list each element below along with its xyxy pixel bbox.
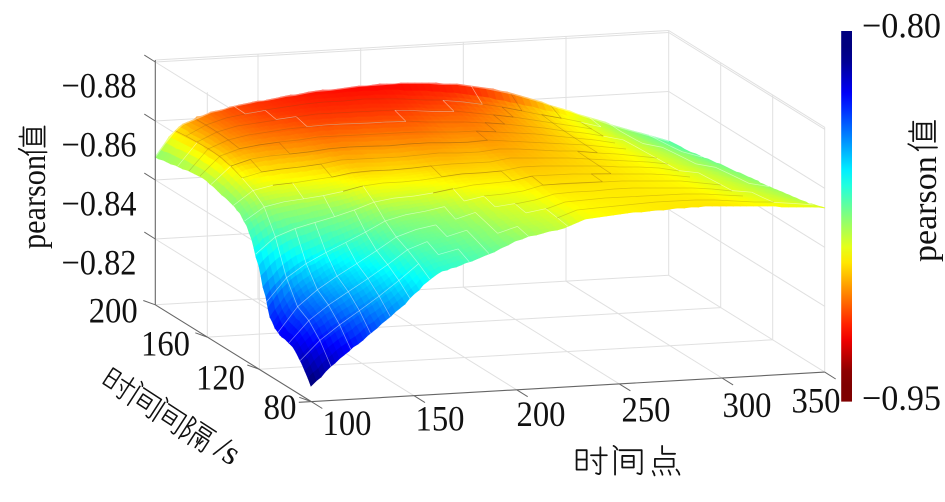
svg-text:300: 300 — [723, 385, 772, 425]
svg-text:150: 150 — [416, 399, 465, 439]
svg-text:120: 120 — [196, 357, 245, 397]
svg-text:−0.86: −0.86 — [62, 125, 137, 165]
svg-text:−0.88: −0.88 — [62, 66, 137, 106]
svg-text:200: 200 — [89, 291, 138, 331]
svg-text:−0.84: −0.84 — [62, 184, 137, 224]
svg-text:−0.82: −0.82 — [62, 242, 137, 282]
svg-text:160: 160 — [141, 323, 190, 363]
svg-text:−0.80: −0.80 — [862, 6, 941, 46]
svg-text:350: 350 — [792, 380, 841, 420]
svg-text:−0.95: −0.95 — [862, 378, 941, 418]
svg-text:100: 100 — [323, 403, 372, 443]
svg-text:250: 250 — [622, 390, 671, 430]
svg-text:pearson: pearson — [907, 156, 944, 262]
svg-text:80: 80 — [264, 387, 297, 427]
svg-text:200: 200 — [517, 394, 566, 434]
svg-text:pearson: pearson — [16, 155, 53, 249]
